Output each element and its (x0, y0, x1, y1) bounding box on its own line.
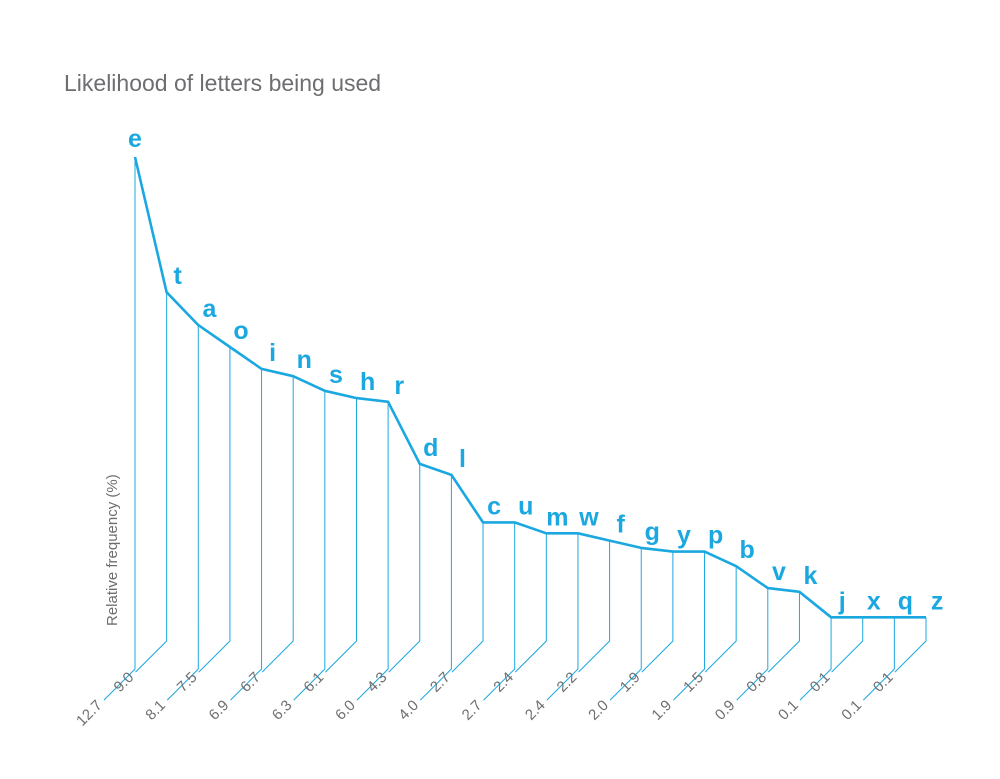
value-label-g: 2.0 (585, 697, 612, 724)
leader-line-s (293, 621, 326, 701)
letter-label-t: t (174, 262, 183, 290)
letter-label-o: o (233, 317, 248, 345)
value-label-s: 6.3 (269, 697, 296, 724)
letter-label-v: v (772, 558, 786, 586)
value-label-d: 4.3 (364, 669, 391, 696)
letter-label-r: r (394, 372, 404, 400)
value-label-u: 2.7 (459, 697, 486, 724)
value-label-t: 9.0 (111, 669, 138, 696)
value-label-c: 2.7 (427, 669, 454, 696)
value-label-j: 0.1 (775, 697, 802, 724)
drop-lines (134, 157, 927, 621)
value-label-n: 6.7 (237, 669, 264, 696)
leader-line-k (767, 621, 800, 673)
chart-title: Likelihood of letters being used (64, 70, 382, 96)
value-label-e: 12.7 (73, 697, 106, 730)
leader-line-o (198, 621, 231, 673)
value-leader-lines (103, 621, 927, 701)
leader-line-m (514, 621, 547, 673)
letter-label-q: q (898, 587, 913, 615)
value-label-v: 0.9 (712, 697, 739, 724)
leader-line-h (325, 621, 357, 673)
leader-line-n (261, 621, 294, 673)
value-label-w: 2.4 (522, 697, 549, 724)
value-label-k: 0.8 (743, 669, 770, 696)
leader-line-l (419, 621, 452, 701)
value-label-b: 1.5 (680, 669, 707, 696)
leader-line-z (894, 621, 927, 673)
letter-label-m: m (546, 503, 568, 531)
value-label-q: 0.1 (838, 697, 865, 724)
letter-label-x: x (867, 587, 881, 615)
letter-label-j: j (838, 587, 846, 615)
letter-label-e: e (128, 125, 142, 153)
leader-line-p (673, 621, 706, 701)
leader-line-e (103, 621, 136, 701)
value-label-f: 2.2 (554, 669, 581, 696)
letter-label-c: c (487, 492, 501, 520)
letter-label-z: z (931, 587, 944, 615)
leader-line-f (578, 621, 611, 673)
leader-line-x (831, 621, 864, 673)
letter-label-i: i (269, 339, 276, 367)
leader-line-j (799, 621, 832, 701)
letter-label-h: h (360, 368, 375, 396)
letter-label-u: u (518, 492, 533, 520)
value-label-y: 1.9 (617, 669, 644, 696)
letter-label-s: s (329, 361, 343, 389)
letter-label-n: n (297, 346, 312, 374)
leader-line-g (609, 621, 642, 701)
leader-line-r (356, 621, 389, 701)
letter-label-l: l (459, 445, 466, 473)
leader-line-d (388, 621, 421, 673)
letter-label-a: a (202, 295, 217, 323)
leader-line-i (230, 621, 263, 701)
leader-line-y (641, 621, 674, 673)
value-label-p: 1.9 (648, 697, 675, 724)
value-label-h: 6.1 (300, 669, 327, 696)
value-label-a: 8.1 (142, 697, 169, 724)
y-axis-label: Relative frequency (%) (104, 474, 121, 626)
leader-line-a (166, 621, 199, 701)
value-label-i: 6.9 (206, 697, 233, 724)
leader-line-t (135, 621, 168, 673)
leader-line-u (483, 621, 516, 701)
axis-group: Relative frequency (%) (104, 474, 121, 626)
letter-label-f: f (617, 511, 626, 539)
letter-label-d: d (423, 434, 438, 462)
letter-label-p: p (708, 522, 723, 550)
letter-label-b: b (740, 536, 755, 564)
leader-line-w (546, 621, 579, 701)
value-label-m: 2.4 (490, 669, 517, 696)
series-line (133, 156, 926, 619)
leader-line-c (451, 621, 484, 673)
letter-label-g: g (645, 518, 660, 546)
letter-label-y: y (677, 522, 691, 550)
leader-line-v (736, 621, 769, 701)
value-label-z: 0.1 (870, 669, 897, 696)
letter-label-k: k (804, 562, 818, 590)
leader-line-b (704, 621, 737, 673)
value-label-o: 7.5 (174, 669, 201, 696)
value-label-r: 6.0 (332, 697, 359, 724)
letter-label-w: w (578, 503, 599, 531)
leader-line-q (862, 621, 895, 701)
value-label-l: 4.0 (395, 697, 422, 724)
value-label-x: 0.1 (807, 669, 834, 696)
